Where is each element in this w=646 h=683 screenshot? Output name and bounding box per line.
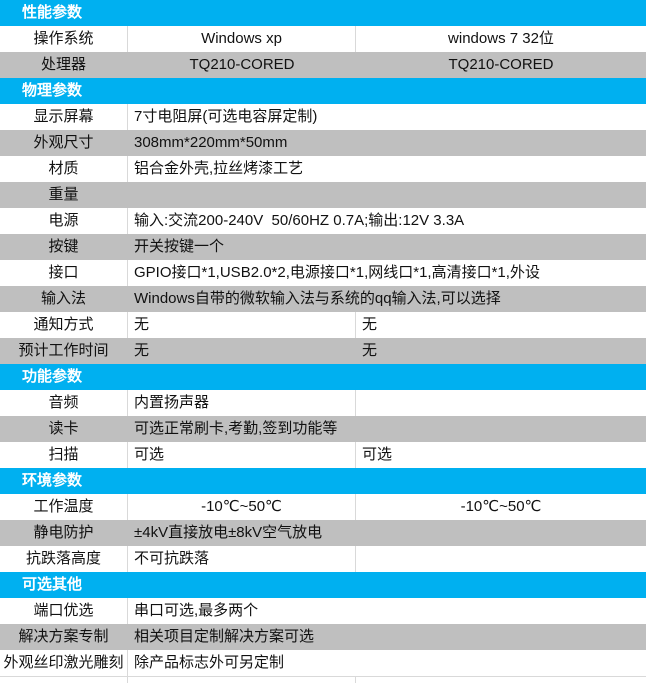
row-value-1: 无 (128, 312, 356, 338)
spec-row: 工作温度 -10℃~50℃ -10℃~50℃ (0, 494, 646, 520)
row-label: 处理器 (40, 56, 86, 73)
row-label: 输入法 (40, 290, 86, 307)
row-label: 抗跌落高度 (0, 546, 128, 572)
row-label: 接口 (0, 260, 128, 286)
row-label: 音频 (0, 390, 128, 416)
spec-row: 预计工作时间 无 无 (0, 338, 646, 364)
row-label: 材质 (0, 156, 128, 182)
row-value-2: 无 (362, 316, 378, 333)
row-value-1: 除产品标志外可另定制 (134, 654, 285, 671)
spec-row: 端口优选 串口可选,最多两个 (0, 598, 646, 624)
spec-row: 处理器 TQ210-CORED TQ210-CORED (0, 52, 646, 78)
row-label: 扫描 (0, 442, 128, 468)
row-label: 解决方案专制 (18, 628, 109, 645)
spec-row: 电源 输入:交流200-240V 50/60HZ 0.7A;输出:12V 3.3A (0, 208, 646, 234)
partial-cell (128, 677, 356, 683)
spec-row: 外观尺寸 308mm*220mm*50mm (0, 130, 646, 156)
section-header: 功能参数 (0, 364, 646, 390)
spec-row: 重量 (0, 182, 646, 208)
spec-row: 操作系统 Windows xp windows 7 32位 (0, 26, 646, 52)
row-value-2 (356, 390, 646, 416)
partial-row (0, 676, 646, 683)
spec-row: 按键 开关按键一个 (0, 234, 646, 260)
section-header-label: 性能参数 (22, 4, 83, 21)
row-value-1: ±4kV直接放电±8kV空气放电 (134, 524, 323, 541)
row-value-1: 7寸电阻屏(可选电容屏定制) (134, 108, 318, 125)
row-value-1: Windows自带的微软输入法与系统的qq输入法,可以选择 (134, 290, 501, 307)
section-header: 环境参数 (0, 468, 646, 494)
row-value-1: 铝合金外壳,拉丝烤漆工艺 (134, 160, 304, 177)
row-value-2: windows 7 32位 (448, 30, 554, 47)
row-value-1: 可选正常刷卡,考勤,签到功能等 (134, 420, 338, 437)
row-label: 显示屏幕 (0, 104, 128, 130)
row-label: 读卡 (48, 420, 79, 437)
row-value-2: TQ210-CORED (448, 56, 554, 73)
partial-cell (356, 677, 646, 683)
row-value-2 (356, 546, 646, 572)
row-value-1: 308mm*220mm*50mm (134, 134, 288, 151)
row-value-2: 无 (362, 342, 378, 359)
row-value-1: 内置扬声器 (128, 390, 356, 416)
spec-row: 抗跌落高度 不可抗跌落 (0, 546, 646, 572)
row-value-2: -10℃~50℃ (460, 498, 542, 515)
row-value-1: 串口可选,最多两个 (134, 602, 259, 619)
row-label: 端口优选 (0, 598, 128, 624)
row-value-1: 无 (134, 342, 150, 359)
spec-row: 材质 铝合金外壳,拉丝烤漆工艺 (0, 156, 646, 182)
row-label: 工作温度 (0, 494, 128, 520)
row-label: 重量 (48, 186, 79, 203)
row-label: 外观丝印激光雕刻 (0, 650, 128, 676)
row-label: 外观尺寸 (33, 134, 94, 151)
row-value-1: 相关项目定制解决方案可选 (134, 628, 315, 645)
row-value-1: -10℃~50℃ (128, 494, 356, 520)
partial-cell (0, 677, 128, 683)
spec-row: 外观丝印激光雕刻 除产品标志外可另定制 (0, 650, 646, 676)
row-label: 通知方式 (0, 312, 128, 338)
row-label: 操作系统 (0, 26, 128, 52)
spec-row: 静电防护 ±4kV直接放电±8kV空气放电 (0, 520, 646, 546)
section-header: 性能参数 (0, 0, 646, 26)
spec-row: 读卡 可选正常刷卡,考勤,签到功能等 (0, 416, 646, 442)
row-value-1: 输入:交流200-240V 50/60HZ 0.7A;输出:12V 3.3A (134, 212, 465, 229)
row-value-1 (128, 182, 646, 208)
row-value-1: 开关按键一个 (134, 238, 225, 255)
row-value-1: TQ210-CORED (189, 56, 295, 73)
row-value-1: 不可抗跌落 (128, 546, 356, 572)
spec-row: 音频 内置扬声器 (0, 390, 646, 416)
spec-row: 接口 GPIO接口*1,USB2.0*2,电源接口*1,网线口*1,高清接口*1,… (0, 260, 646, 286)
row-label: 按键 (48, 238, 79, 255)
section-header: 可选其他 (0, 572, 646, 598)
row-value-2: 可选 (362, 446, 393, 463)
section-header: 物理参数 (0, 78, 646, 104)
spec-row: 通知方式无无 (0, 312, 646, 338)
spec-row: 扫描 可选 可选 (0, 442, 646, 468)
row-value-1: 可选 (128, 442, 356, 468)
row-value-1: GPIO接口*1,USB2.0*2,电源接口*1,网线口*1,高清接口*1,外设 (134, 264, 540, 281)
row-label: 静电防护 (33, 524, 94, 541)
row-label: 电源 (0, 208, 128, 234)
section-header-label: 物理参数 (22, 82, 83, 99)
row-label: 预计工作时间 (18, 342, 109, 359)
spec-row: 解决方案专制 相关项目定制解决方案可选 (0, 624, 646, 650)
section-header-label: 功能参数 (22, 368, 83, 385)
row-value-1: Windows xp (128, 26, 356, 52)
section-header-label: 可选其他 (22, 576, 83, 593)
section-header-label: 环境参数 (22, 472, 83, 489)
spec-row: 输入法 Windows自带的微软输入法与系统的qq输入法,可以选择 (0, 286, 646, 312)
spec-row: 显示屏幕 7寸电阻屏(可选电容屏定制) (0, 104, 646, 130)
